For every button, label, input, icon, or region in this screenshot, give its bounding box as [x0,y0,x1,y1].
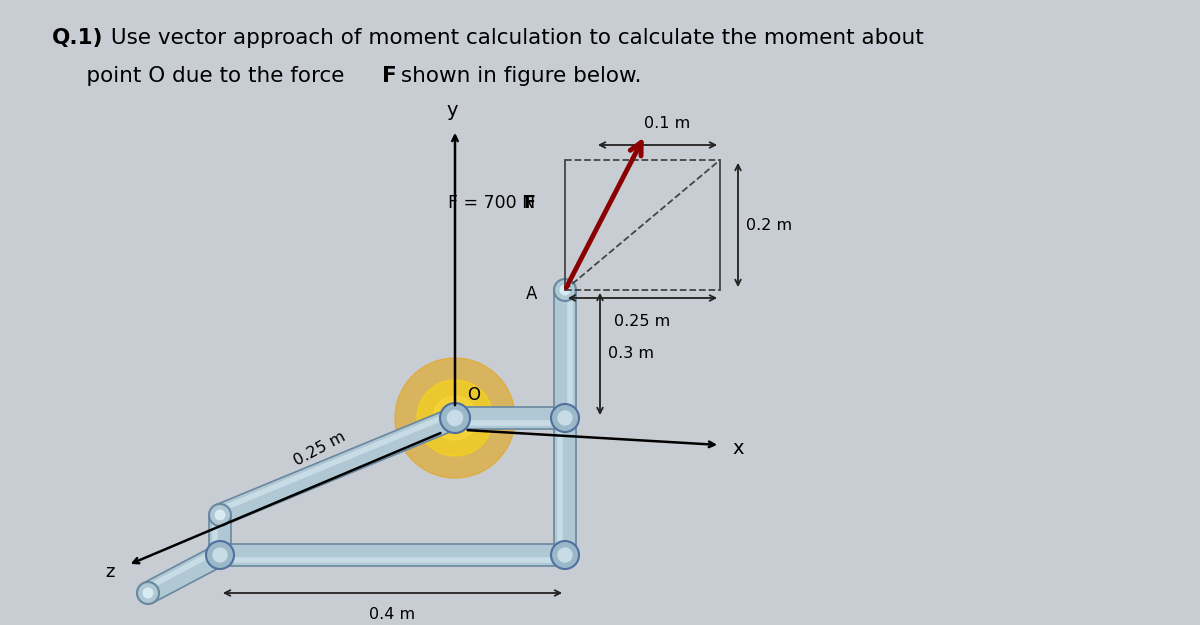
Text: A: A [526,285,538,303]
Polygon shape [216,408,460,525]
Circle shape [551,541,580,569]
Circle shape [137,582,158,604]
Circle shape [212,548,228,562]
Text: 0.1 m: 0.1 m [644,116,691,131]
Polygon shape [554,418,576,555]
Circle shape [143,588,154,599]
Text: F = 700 N: F = 700 N [448,194,535,211]
Polygon shape [209,515,230,555]
Text: z: z [106,563,115,581]
Circle shape [557,548,572,562]
Text: 0.25 m: 0.25 m [614,314,671,329]
Circle shape [209,504,230,526]
Circle shape [418,380,493,456]
Text: O: O [467,386,480,404]
Circle shape [554,279,576,301]
Polygon shape [143,545,226,602]
Circle shape [446,410,463,426]
Polygon shape [455,407,565,429]
Text: F: F [382,66,397,86]
Circle shape [551,404,580,432]
Text: 0.4 m: 0.4 m [370,607,415,622]
Text: 0.25 m: 0.25 m [292,429,348,468]
Circle shape [440,403,470,433]
Circle shape [215,509,226,521]
Text: point O due to the force: point O due to the force [52,66,352,86]
Text: shown in figure below.: shown in figure below. [394,66,642,86]
Text: x: x [732,439,744,458]
Circle shape [395,358,515,478]
Text: 0.3 m: 0.3 m [608,346,654,361]
Text: 0.2 m: 0.2 m [746,217,792,232]
Text: y: y [446,101,457,120]
Circle shape [206,541,234,569]
Circle shape [559,284,570,296]
Circle shape [557,410,572,426]
Text: F: F [523,194,535,211]
Text: Use vector approach of moment calculation to calculate the moment about: Use vector approach of moment calculatio… [104,28,924,48]
Polygon shape [554,290,576,418]
Polygon shape [220,544,565,566]
Circle shape [433,396,478,440]
Text: Q.1): Q.1) [52,28,103,48]
